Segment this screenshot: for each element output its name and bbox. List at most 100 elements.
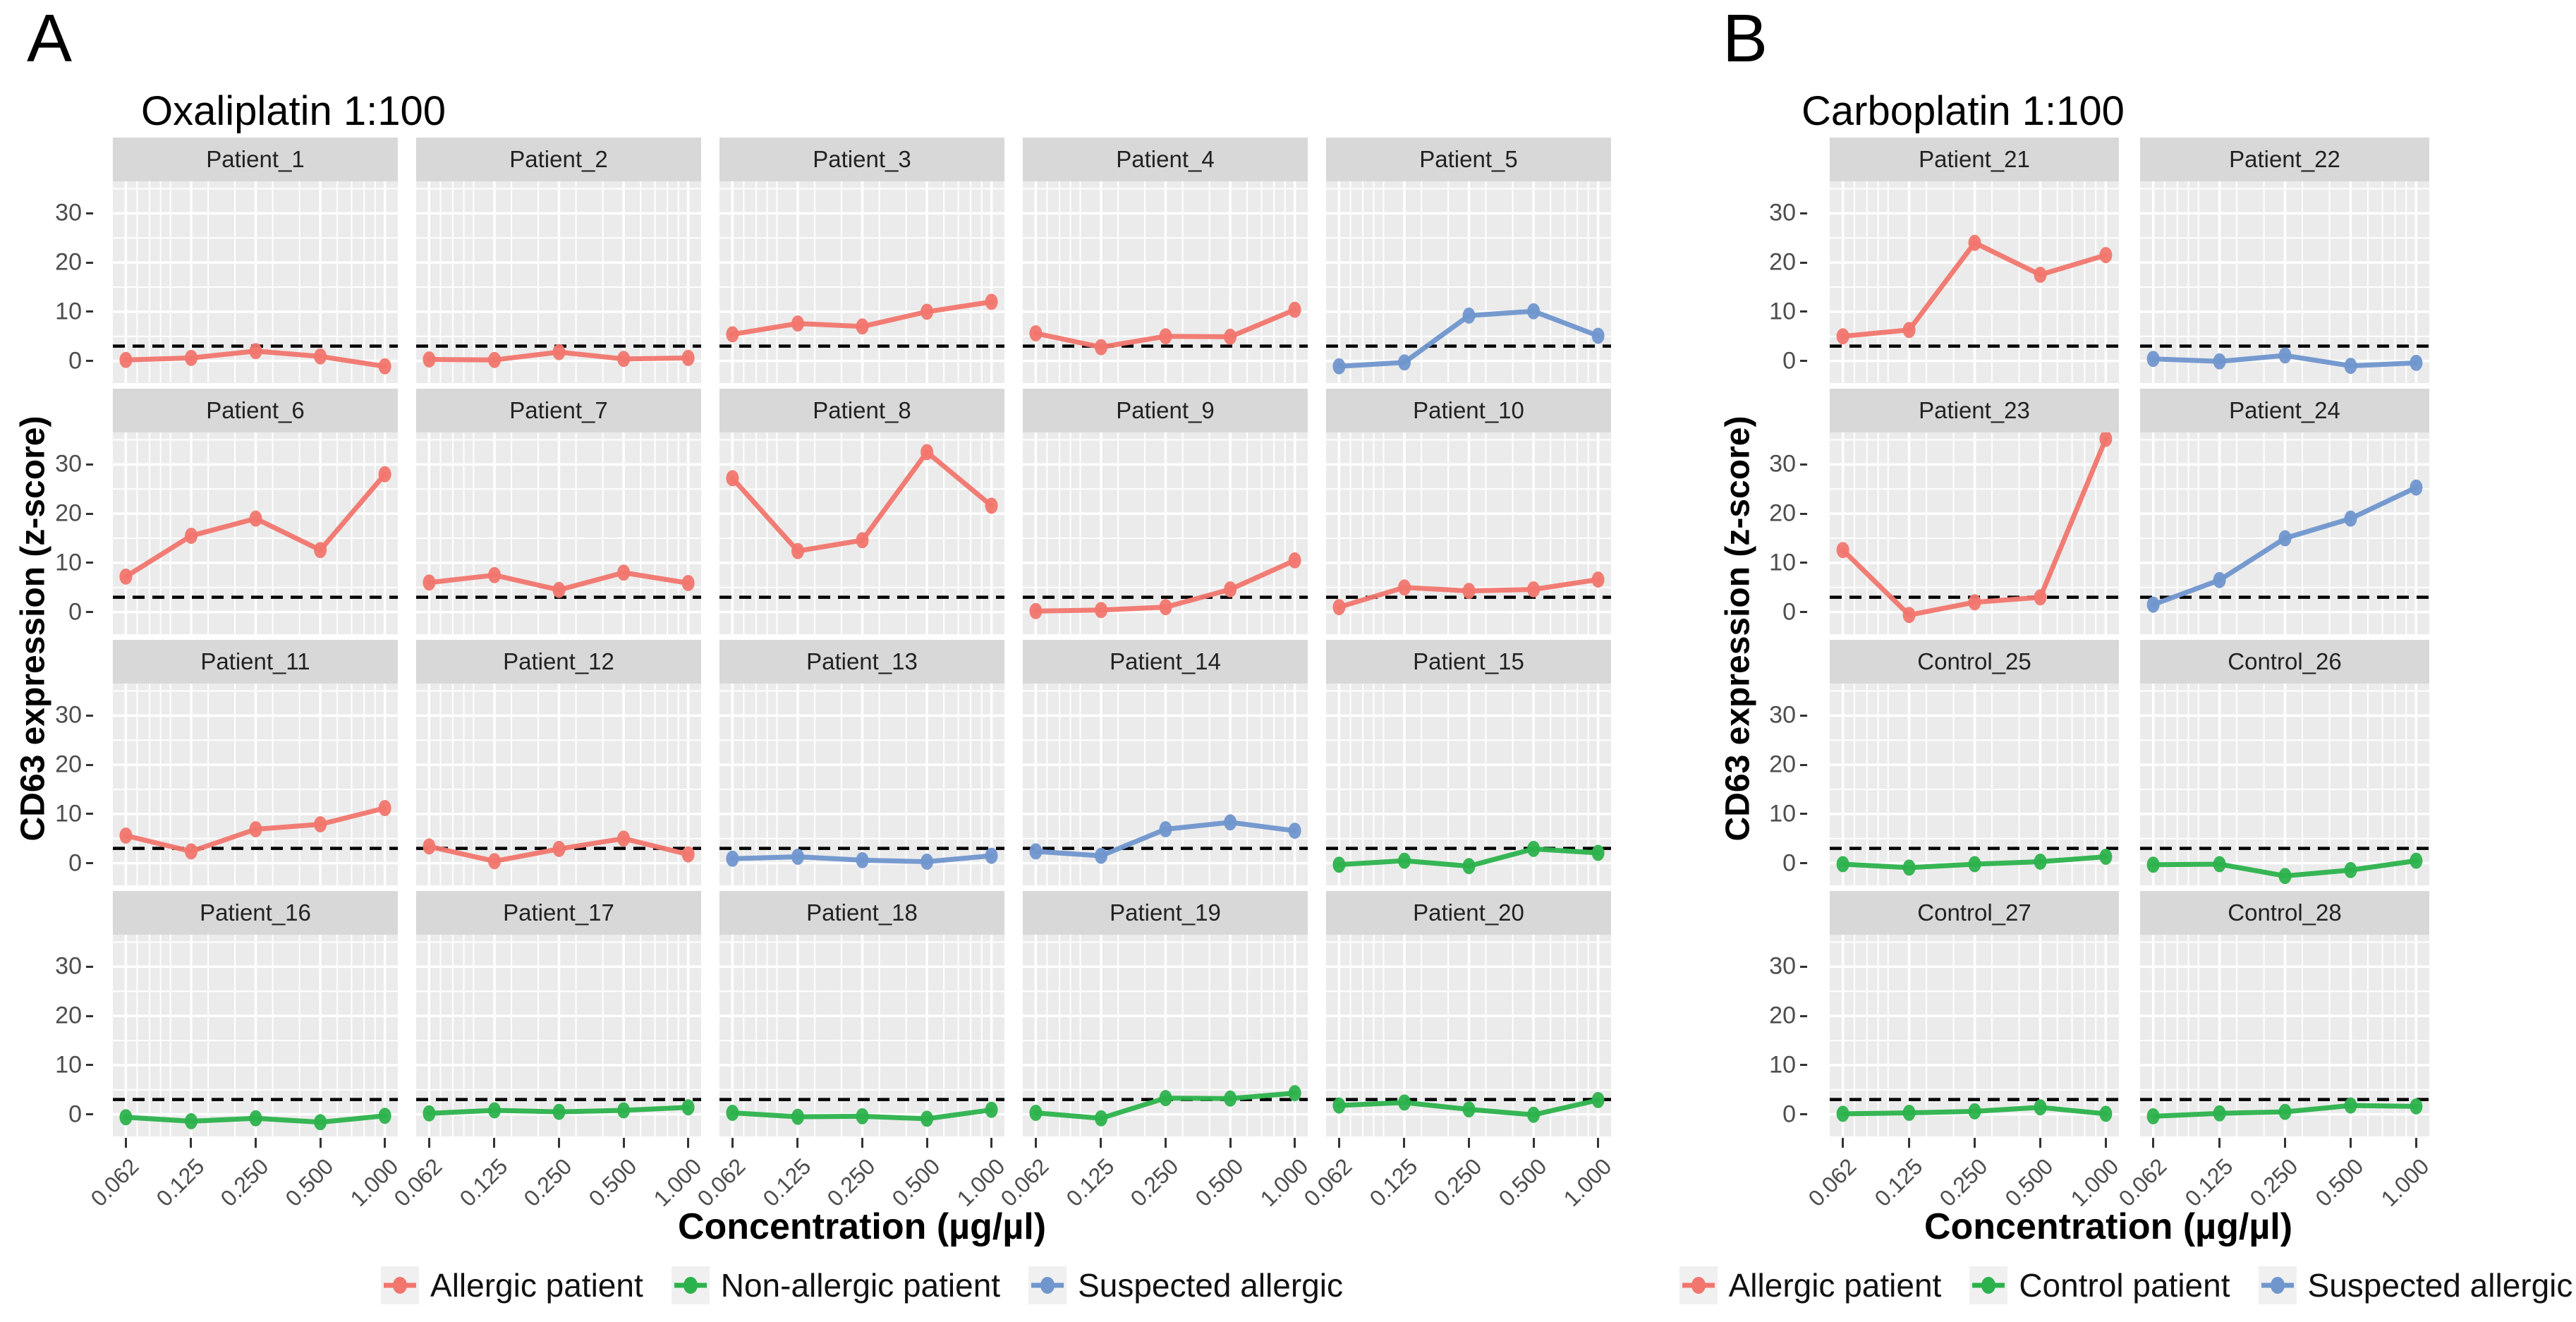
data-point: [1591, 844, 1605, 861]
x-tick-label: 0.500: [2000, 1153, 2058, 1212]
x-tick-label: 0.062: [85, 1153, 144, 1212]
facet-Control_25: Control_25: [1830, 640, 2119, 885]
data-point: [617, 830, 631, 847]
y-tick-mark: [1800, 512, 1807, 515]
x-axis-labels: 0.062 0.125 0.250 0.500 1.000: [2113, 1136, 2434, 1211]
x-tick-label: 0.125: [151, 1153, 209, 1212]
data-point: [488, 853, 501, 870]
facet-plot: [113, 432, 398, 634]
facet-strip: Patient_10: [1326, 389, 1611, 432]
x-tick-mark: [493, 1138, 496, 1148]
facet-strip: Control_28: [2140, 891, 2429, 935]
x-tick-mark: [2104, 1138, 2107, 1148]
facet-strip: Patient_5: [1326, 138, 1611, 181]
data-point: [2099, 1105, 2113, 1122]
y-tick-label: 20: [55, 499, 82, 527]
data-point: [1029, 1105, 1043, 1121]
y-tick-label: 30: [1769, 701, 1796, 729]
data-point: [921, 303, 934, 320]
facet-Control_26: Control_26: [2140, 640, 2429, 885]
y-axis-labels: 0 10 20 30: [45, 138, 95, 383]
facet-plot: [719, 181, 1004, 383]
data-point: [2278, 530, 2292, 547]
data-point: [2099, 247, 2113, 264]
x-tick-mark: [319, 1138, 322, 1148]
data-point: [119, 351, 133, 368]
x-tick-label: 0.062: [2113, 1153, 2172, 1212]
x-tick-label: 0.125: [758, 1153, 816, 1212]
data-point: [1224, 328, 1237, 345]
y-tick-label: 20: [1769, 499, 1796, 527]
facet-Patient_14: Patient_14: [1023, 640, 1308, 885]
x-tick-mark: [1100, 1138, 1102, 1148]
x-tick-mark: [427, 1138, 430, 1148]
legend-item-suspected: Suspected allergic: [2258, 1266, 2572, 1304]
x-tick-mark: [1974, 1138, 1976, 1148]
x-tick-mark: [558, 1138, 561, 1148]
x-tick-label: 1.000: [2065, 1153, 2124, 1212]
data-point: [552, 344, 566, 360]
x-axis-labels: 0.062 0.125 0.250 0.500 1.000: [1299, 1136, 1616, 1211]
data-point: [2099, 432, 2113, 447]
legend-label: Non-allergic patient: [720, 1267, 1001, 1304]
data-point: [1095, 1110, 1107, 1127]
facet-plot: [416, 684, 701, 885]
x-tick-label: 0.125: [2180, 1153, 2238, 1212]
data-point: [423, 351, 436, 368]
x-tick-mark: [2284, 1138, 2287, 1148]
y-tick-mark: [86, 360, 93, 363]
facet-plot: [1326, 181, 1611, 383]
data-point: [856, 1108, 869, 1124]
data-point: [1095, 847, 1107, 864]
facet-plot: [1830, 181, 2119, 383]
facet-Patient_9: Patient_9: [1023, 389, 1308, 634]
data-point: [2410, 354, 2423, 371]
data-point: [1591, 571, 1605, 588]
data-point: [1224, 814, 1237, 831]
x-tick-label: 0.125: [1869, 1153, 1928, 1212]
data-point: [1398, 354, 1411, 371]
x-tick-label: 0.250: [2244, 1153, 2304, 1212]
x-tick-mark: [990, 1138, 993, 1148]
y-tick-mark: [86, 212, 93, 214]
x-tick-label: 0.250: [822, 1153, 880, 1212]
y-tick-label: 10: [1769, 800, 1796, 827]
x-tick-mark: [687, 1138, 690, 1148]
y-tick-label: 10: [55, 298, 82, 325]
data-point: [119, 1109, 133, 1126]
x-tick-label: 0.250: [215, 1153, 274, 1212]
data-point: [2146, 596, 2160, 613]
data-point: [1159, 328, 1172, 345]
facet-Patient_23: Patient_23: [1830, 389, 2119, 634]
x-tick-label: 1.000: [1558, 1153, 1617, 1212]
facet-title: Patient_21: [1919, 146, 2030, 172]
x-tick-label: 1.000: [2376, 1153, 2434, 1212]
facet-Patient_7: Patient_7: [416, 389, 701, 634]
y-tick-label: 30: [1769, 952, 1796, 980]
data-point: [2034, 1099, 2047, 1116]
y-tick-label: 10: [1769, 1051, 1796, 1079]
data-point: [185, 528, 198, 544]
facet-title: Patient_6: [206, 397, 305, 423]
y-axis-labels: 0 10 20 30: [1759, 640, 1809, 885]
data-point: [1159, 821, 1172, 837]
x-tick-label: 0.500: [280, 1153, 339, 1212]
x-tick-mark: [190, 1138, 193, 1148]
data-point: [552, 840, 566, 857]
panel-oxaliplatin: A Oxaliplatin 1:100 CD63 expression (z-s…: [15, 1, 1616, 1304]
x-tick-mark: [124, 1138, 127, 1148]
data-point: [1968, 594, 1981, 611]
data-point: [2213, 571, 2226, 588]
legend-key-icon: [1679, 1266, 1718, 1304]
y-tick-label: 20: [55, 248, 82, 276]
x-tick-mark: [1842, 1138, 1845, 1148]
data-point: [1902, 607, 1916, 624]
facet-plot: [1023, 181, 1308, 383]
facet-strip: Patient_11: [113, 640, 398, 684]
facet-strip: Patient_14: [1023, 640, 1308, 684]
y-tick-mark: [1800, 611, 1807, 614]
data-point: [1029, 602, 1043, 619]
facet-plot: [2140, 181, 2429, 383]
facet-strip: Patient_23: [1830, 389, 2119, 432]
